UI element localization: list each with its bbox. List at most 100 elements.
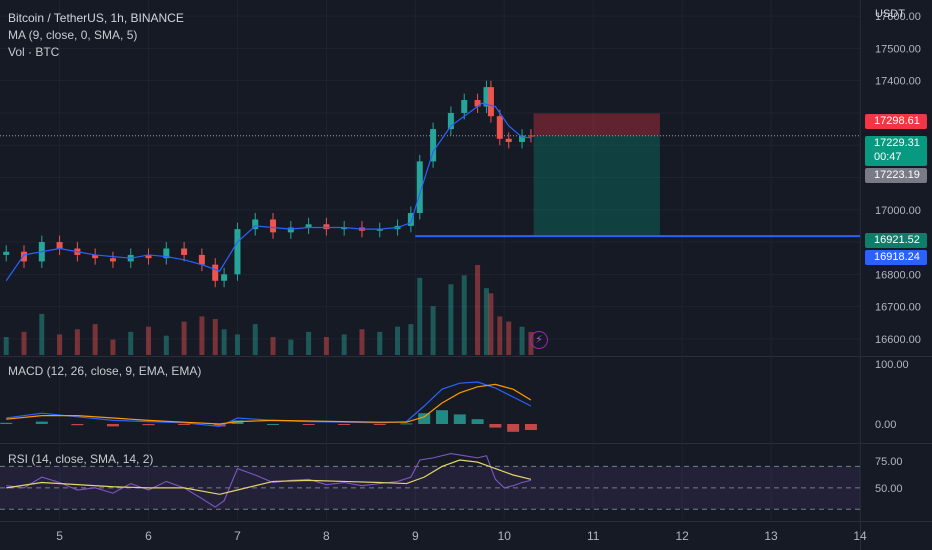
ma-line [5, 102, 531, 282]
candle [430, 129, 437, 162]
candle [221, 274, 228, 281]
volume-bar [483, 288, 489, 355]
macd-histogram-bar [267, 424, 280, 425]
bar-countdown: 00:47 [874, 151, 902, 163]
stop-loss-zone [533, 113, 660, 136]
macd-histogram-bar [338, 424, 351, 425]
time-tick-label: 8 [323, 529, 330, 543]
volume-bar [212, 319, 218, 355]
volume-bar [3, 337, 9, 355]
candle [181, 248, 188, 255]
time-tick-label: 11 [587, 529, 600, 543]
volume-bar [377, 331, 383, 355]
candle [407, 213, 414, 226]
macd-histogram-bar [400, 423, 413, 425]
rsi-legend[interactable]: RSI (14, close, SMA, 14, 2) [8, 452, 154, 466]
macd-tick-label: 100.00 [875, 359, 909, 371]
volume-bar [234, 334, 240, 355]
macd-line [6, 381, 532, 428]
volume-bar [252, 324, 258, 355]
time-tick-label: 7 [234, 529, 241, 543]
candle [109, 258, 116, 262]
candle [56, 242, 63, 249]
volume-bar [21, 331, 27, 355]
candle [198, 254, 205, 265]
symbol-legend[interactable]: Bitcoin / TetherUS, 1h, BINANCE [8, 11, 184, 25]
macd-histogram-bar [471, 419, 484, 424]
volume-bar [430, 306, 436, 355]
volume-bar [39, 313, 45, 355]
macd-histogram-bar [507, 424, 520, 432]
candle [474, 100, 481, 107]
macd-tick-label: 0.00 [875, 419, 896, 431]
candle [270, 219, 277, 233]
last-price-tag: 17229.31 00:47 [865, 136, 927, 166]
last-price-value: 17229.31 [874, 137, 920, 149]
macd-histogram-bar [213, 424, 226, 427]
volume-bar [475, 265, 481, 355]
volume-bar [323, 337, 329, 355]
macd-histogram-bar [71, 424, 84, 426]
macd-histogram-bar [373, 424, 386, 425]
lightning-icon[interactable]: ⚡ [530, 331, 548, 349]
ma-legend[interactable]: MA (9, close, 0, SMA, 5) [8, 28, 138, 42]
volume-bar [341, 334, 347, 355]
candle [252, 219, 259, 230]
volume-bar [270, 337, 276, 355]
volume-bar [448, 284, 454, 355]
support-line-tag: 16918.24 [865, 250, 927, 265]
price-tick-label: 17600.00 [875, 11, 921, 23]
candle [92, 254, 99, 259]
time-tick-label: 14 [853, 529, 867, 543]
volume-bar [199, 316, 205, 355]
volume-bar [395, 326, 401, 355]
volume-bar [92, 324, 98, 355]
time-tick-label: 12 [675, 529, 689, 543]
volume-bar [306, 331, 312, 355]
volume-bar [359, 329, 365, 355]
rsi-ma-line [6, 459, 532, 495]
candle [505, 138, 512, 142]
rsi-tick-label: 50.00 [875, 483, 903, 495]
candle [341, 227, 348, 230]
volume-bar [519, 326, 525, 355]
candle [496, 116, 503, 139]
candle [145, 254, 152, 259]
volume-bar [221, 329, 227, 355]
candle [461, 100, 468, 113]
candle [519, 135, 526, 142]
macd-histogram-bar [436, 410, 449, 424]
volume-bar [57, 334, 63, 355]
macd-histogram-bar [418, 413, 431, 424]
volume-bar [417, 277, 423, 355]
currency-label[interactable]: USDT [875, 8, 905, 20]
candle [416, 161, 423, 213]
macd-histogram-bar [302, 424, 315, 425]
ma-price-tag: 17223.19 [865, 168, 927, 183]
volume-bar [461, 275, 467, 355]
volume-bar [181, 321, 187, 355]
signal-line [6, 383, 532, 425]
macd-histogram-bar [489, 424, 502, 428]
macd-histogram-bar [142, 424, 155, 426]
volume-bar [128, 331, 134, 355]
volume-bar [488, 293, 494, 355]
macd-legend[interactable]: MACD (12, 26, close, 9, EMA, EMA) [8, 364, 202, 378]
time-tick-label: 9 [412, 529, 419, 543]
candle [323, 224, 330, 230]
volume-bar [74, 329, 80, 355]
macd-histogram-bar [35, 421, 48, 424]
macd-histogram-bar [106, 424, 119, 427]
candle [305, 224, 312, 228]
price-tick-label: 16600.00 [875, 334, 921, 346]
price-tick-label: 17400.00 [875, 76, 921, 88]
candle [483, 87, 490, 107]
macd-histogram-bar [524, 424, 537, 430]
price-tick-label: 16800.00 [875, 269, 921, 281]
volume-bar [497, 316, 503, 355]
price-tick-label: 17500.00 [875, 43, 921, 55]
volume-legend[interactable]: Vol · BTC [8, 45, 60, 59]
time-tick-label: 13 [764, 529, 778, 543]
volume-bar [506, 321, 512, 355]
